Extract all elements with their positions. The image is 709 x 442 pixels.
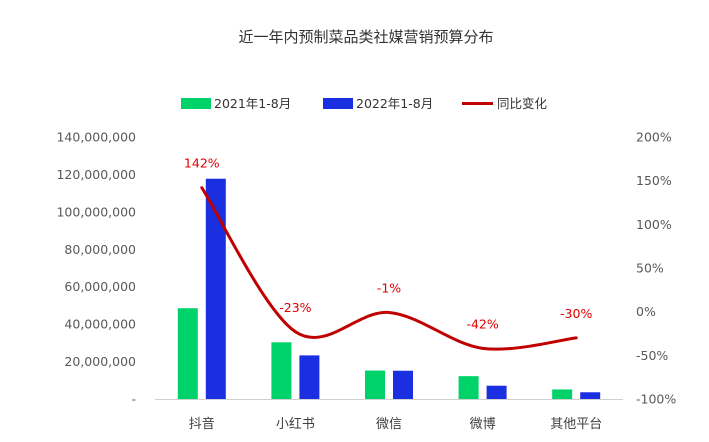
- bar-2021-4: [552, 389, 573, 399]
- left-axis-tick: 40,000,000: [64, 317, 136, 332]
- bar-2022-4: [580, 392, 601, 399]
- legend-label-yoy: 同比变化: [497, 96, 548, 111]
- category-label: 其他平台: [550, 417, 602, 432]
- right-axis-tick: 0%: [636, 304, 656, 319]
- right-axis-tick: 200%: [636, 130, 672, 145]
- bar-2021-1: [271, 342, 292, 399]
- left-axis-tick: 140,000,000: [56, 130, 136, 145]
- bar-2022-1: [299, 355, 320, 399]
- category-label: 微信: [376, 417, 402, 432]
- legend-label-2022: 2022年1-8月: [356, 96, 433, 111]
- left-axis: - 20,000,000 40,000,000 60,000,000 80,000,00…: [56, 130, 136, 407]
- right-axis-tick: 150%: [636, 173, 672, 188]
- yoy-data-label: -30%: [560, 306, 592, 321]
- left-axis-tick: 100,000,000: [56, 204, 136, 219]
- yoy-data-label: -1%: [377, 281, 401, 296]
- category-labels: 抖音 小红书 微信 微博 其他平台: [189, 416, 602, 432]
- left-axis-tick: 20,000,000: [64, 354, 136, 369]
- left-axis-tick: 80,000,000: [64, 242, 136, 257]
- bar-2022-2: [393, 370, 413, 399]
- category-label: 抖音: [189, 416, 215, 432]
- chart-title: 近一年内预制菜品类社媒营销预算分布: [238, 28, 493, 46]
- yoy-line: [200, 186, 578, 351]
- legend-swatch-2021: [181, 98, 211, 109]
- bar-2021-3: [458, 376, 479, 399]
- category-label: 微博: [470, 417, 496, 432]
- legend-label-2021: 2021年1-8月: [214, 96, 291, 111]
- bar-2022-0: [205, 178, 226, 399]
- bar-2021-0: [177, 308, 198, 399]
- bar-2021-2: [365, 370, 385, 399]
- yoy-data-label: 142%: [184, 156, 220, 171]
- right-axis-tick: -100%: [636, 392, 676, 407]
- left-axis-tick: -: [131, 392, 136, 407]
- legend-swatch-2022: [323, 98, 353, 109]
- right-axis-tick: -50%: [636, 348, 668, 363]
- right-axis-tick: 100%: [636, 217, 672, 232]
- left-axis-tick: 60,000,000: [64, 279, 136, 294]
- right-axis: -100% -50% 0% 50% 100% 150% 200%: [636, 130, 676, 407]
- left-axis-tick: 120,000,000: [56, 167, 136, 182]
- legend: 2021年1-8月 2022年1-8月 同比变化: [181, 96, 548, 111]
- yoy-line-layer: 142% -23% -1% -42% -30%: [184, 156, 592, 351]
- yoy-data-label: -23%: [279, 300, 311, 315]
- yoy-data-label: -42%: [466, 316, 498, 331]
- bars: [177, 178, 601, 399]
- right-axis-tick: 50%: [636, 261, 664, 276]
- bar-2022-3: [486, 385, 507, 399]
- category-label: 小红书: [276, 416, 315, 432]
